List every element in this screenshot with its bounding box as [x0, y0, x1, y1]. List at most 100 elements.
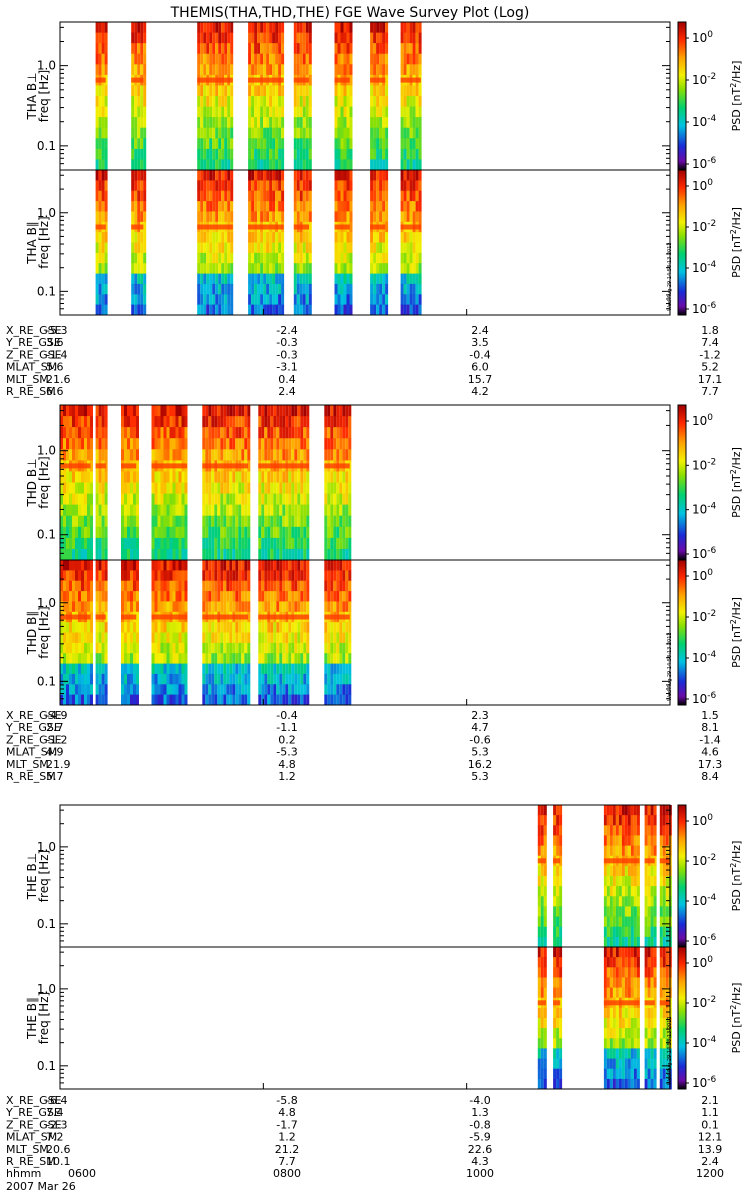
spectrogram-cell	[87, 427, 90, 439]
spectrogram-cell	[662, 957, 666, 968]
spectrogram-cell	[269, 64, 273, 76]
spectrogram-cell	[306, 405, 310, 417]
spectrogram-cell	[267, 482, 271, 495]
spectrogram-cell	[650, 906, 654, 917]
spectrogram-cell	[272, 127, 276, 139]
spectrogram-cell	[382, 106, 386, 118]
ephemeris-value: 16.2	[468, 758, 493, 771]
spectrogram-cell	[232, 526, 236, 539]
spectrogram-cell	[95, 471, 99, 483]
spectrogram-cell	[140, 242, 144, 254]
spectrogram-cell	[624, 1068, 628, 1080]
spectrogram-cell	[72, 537, 75, 550]
spectrogram-cell	[553, 876, 557, 887]
spectrogram-cell	[291, 537, 295, 550]
spectrogram-cell	[406, 85, 410, 97]
spectrogram-cell	[163, 548, 167, 561]
spectrogram-cell	[143, 43, 147, 55]
spectrogram-cell	[339, 580, 343, 592]
spectrogram-cell	[288, 601, 292, 613]
spectrogram-cell	[336, 438, 340, 450]
spectrogram-cell	[272, 138, 276, 150]
spectrogram-cell	[217, 493, 221, 506]
spectrogram-cell	[285, 537, 289, 550]
spectrogram-cell	[285, 560, 289, 571]
spectrogram-cell	[66, 642, 69, 654]
spectrogram-cell	[299, 85, 303, 97]
spectrogram-cell	[60, 427, 63, 439]
spectrogram-cell	[345, 560, 349, 571]
spectrogram-cell	[143, 170, 147, 181]
spectrogram-cell	[302, 106, 306, 118]
spectrogram-cell	[178, 663, 182, 675]
spectrogram-cell	[409, 22, 413, 34]
spectrogram-cell	[621, 835, 625, 846]
ephemeris-value: 7.7	[278, 1155, 296, 1168]
spectrogram-cell	[75, 663, 78, 675]
spectrogram-cell	[336, 526, 340, 539]
spectrogram-cell	[203, 127, 207, 139]
spectrogram-cell	[293, 211, 297, 223]
spectrogram-cell	[291, 684, 295, 696]
spectrogram-cell	[90, 684, 93, 696]
spectrogram-cell	[282, 548, 286, 561]
spectrogram-cell	[235, 591, 239, 602]
spectrogram-cell	[281, 283, 285, 295]
spectrogram-cell	[212, 85, 216, 97]
spectrogram-cell	[101, 570, 105, 582]
spectrogram-cell	[281, 106, 285, 118]
spectrogram-cell	[330, 642, 334, 654]
spectrogram-cell	[137, 127, 141, 139]
spectrogram-cell	[223, 653, 227, 665]
spectrogram-cell	[624, 1018, 628, 1029]
spectrogram-cell	[169, 632, 173, 644]
spectrogram-cell	[612, 845, 616, 857]
spectrogram-cell	[200, 201, 204, 212]
spectrogram-cell	[166, 580, 170, 592]
spectrogram-cell	[299, 22, 303, 34]
spectrogram-cell	[197, 106, 201, 118]
spectrogram-cell	[659, 876, 663, 887]
spectrogram-cell	[261, 504, 265, 517]
spectrogram-cell	[98, 580, 102, 592]
spectrogram-cell	[630, 906, 634, 917]
ephemeris-value: 4.8	[278, 758, 296, 771]
spectrogram-cell	[346, 64, 350, 76]
spectrogram-cell	[230, 53, 234, 65]
spectrogram-cell	[124, 526, 127, 539]
spectrogram-cell	[559, 845, 563, 857]
spectrogram-cell	[418, 211, 422, 223]
spectrogram-cell	[556, 805, 560, 816]
spectrogram-cell	[266, 170, 270, 181]
spectrogram-cell	[306, 416, 310, 428]
spectrogram-cell	[226, 537, 230, 550]
spectrogram-cell	[644, 845, 648, 857]
spectrogram-cell	[220, 515, 224, 528]
spectrogram-cell	[87, 526, 90, 539]
spectrogram-cell	[101, 43, 105, 55]
spectrogram-cell	[376, 32, 380, 44]
spectrogram-cell	[624, 896, 628, 907]
spectrogram-cell	[154, 622, 158, 633]
spectrogram-cell	[217, 504, 221, 517]
spectrogram-cell	[305, 294, 309, 306]
spectrogram-cell	[342, 601, 346, 613]
spectrogram-cell	[273, 504, 277, 517]
spectrogram-cell	[324, 601, 328, 613]
spectrogram-cell	[235, 526, 239, 539]
spectrogram-cell	[95, 515, 99, 528]
spectrogram-cell	[203, 32, 207, 44]
spectrogram-cell	[650, 1048, 654, 1059]
colorbar-tick-exponent: 0	[707, 813, 713, 823]
spectrogram-cell	[348, 438, 352, 450]
spectrogram-cell	[403, 159, 407, 171]
spectrogram-cell	[172, 482, 176, 495]
spectrogram-cell	[418, 170, 422, 181]
spectrogram-cell	[101, 642, 105, 654]
spectrogram-cell	[227, 106, 231, 118]
spectrogram-cell	[206, 232, 210, 243]
spectrogram-cell	[415, 190, 419, 202]
